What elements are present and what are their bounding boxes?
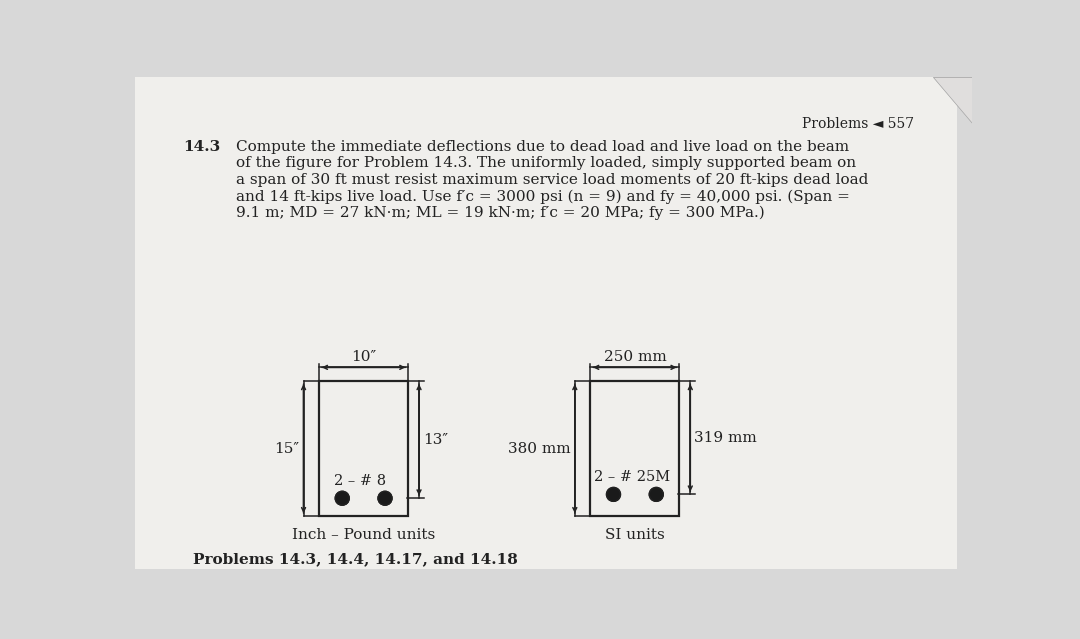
- Text: 2 – # 25M: 2 – # 25M: [594, 470, 670, 484]
- Text: Problems ◄ 557: Problems ◄ 557: [801, 117, 914, 131]
- Text: 2 – # 8: 2 – # 8: [335, 474, 387, 488]
- Text: 319 mm: 319 mm: [694, 431, 757, 445]
- Text: 9.1 m; MD = 27 kN·m; ML = 19 kN·m; f′c = 20 MPa; fy = 300 MPa.): 9.1 m; MD = 27 kN·m; ML = 19 kN·m; f′c =…: [235, 206, 765, 220]
- Polygon shape: [933, 77, 972, 123]
- Bar: [319, 381, 408, 516]
- Text: 15″: 15″: [274, 442, 299, 456]
- Bar: [591, 381, 679, 516]
- Text: 10″: 10″: [351, 350, 376, 364]
- Text: 14.3: 14.3: [183, 140, 220, 154]
- Text: Compute the immediate deflections due to dead load and live load on the beam: Compute the immediate deflections due to…: [235, 140, 849, 154]
- Text: and 14 ft-kips live load. Use f′c = 3000 psi (n = 9) and fy = 40,000 psi. (Span : and 14 ft-kips live load. Use f′c = 3000…: [235, 190, 850, 204]
- Circle shape: [649, 488, 663, 502]
- Text: 380 mm: 380 mm: [509, 442, 571, 456]
- Circle shape: [607, 488, 620, 502]
- Text: 250 mm: 250 mm: [604, 350, 666, 364]
- Circle shape: [335, 491, 349, 505]
- Text: SI units: SI units: [605, 528, 665, 541]
- Text: Inch – Pound units: Inch – Pound units: [292, 528, 435, 541]
- Polygon shape: [933, 77, 972, 123]
- Text: Problems 14.3, 14.4, 14.17, and 14.18: Problems 14.3, 14.4, 14.17, and 14.18: [193, 551, 518, 566]
- Text: a span of 30 ft must resist maximum service load moments of 20 ft-kips dead load: a span of 30 ft must resist maximum serv…: [235, 173, 868, 187]
- Text: 13″: 13″: [423, 433, 448, 447]
- Circle shape: [378, 491, 392, 505]
- Text: of the figure for Problem 14.3. The uniformly loaded, simply supported beam on: of the figure for Problem 14.3. The unif…: [235, 157, 855, 171]
